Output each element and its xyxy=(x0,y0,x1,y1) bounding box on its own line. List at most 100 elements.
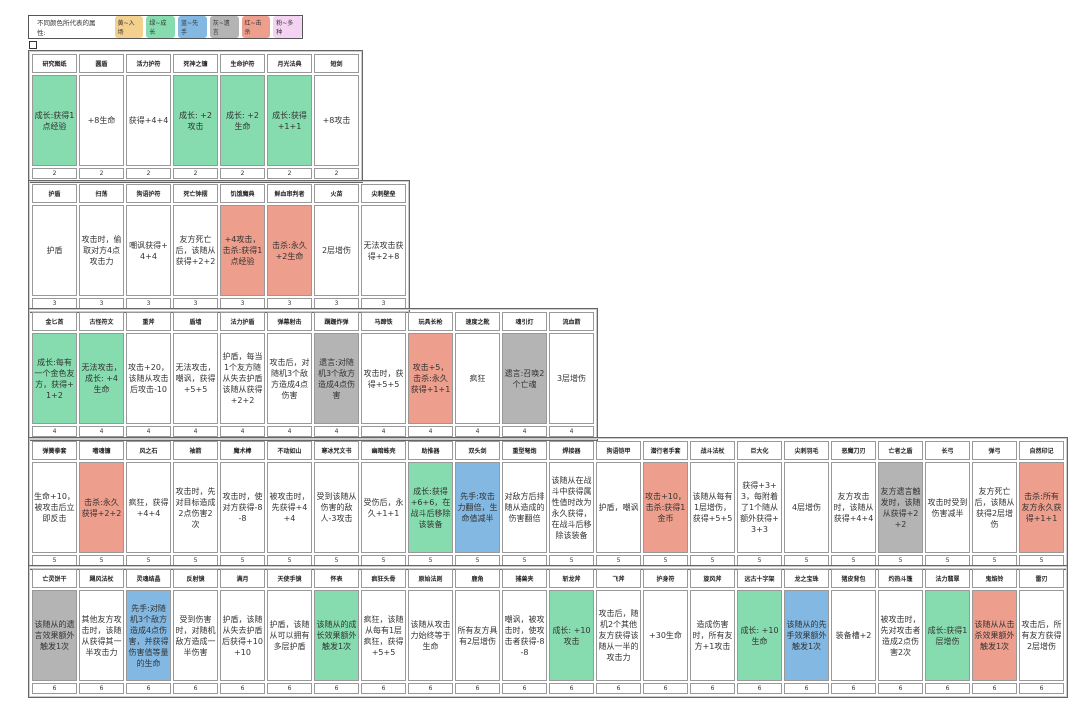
equipment-tier: 4 xyxy=(267,426,312,437)
equipment-card: 雷刃 攻击后，所有友方获得2层增伤 6 xyxy=(1019,569,1064,694)
equipment-effect: +8攻击 xyxy=(314,75,359,166)
equipment-tier: 2 xyxy=(32,168,77,179)
equipment-card: 弹簧拳套 生命+10，被攻击后立即反击 5 xyxy=(32,441,77,566)
equipment-card: 活力护符 获得+4+4 2 xyxy=(126,54,171,179)
equipment-tier: 6 xyxy=(596,683,641,694)
equipment-tier: 4 xyxy=(220,426,265,437)
equipment-effect: 攻击时，偷取对方4点攻击力 xyxy=(79,205,124,296)
equipment-effect: 所有友方具有2层增伤 xyxy=(455,590,500,681)
equipment-card: 速度之靴 疯狂 4 xyxy=(455,312,500,437)
equipment-card: 亡灵饼干 该随从的遗言效果额外触发1次 6 xyxy=(32,569,77,694)
equipment-effect: 攻击时，先对目标造成2点伤害2次 xyxy=(173,462,218,553)
equipment-effect: 受到伤害时，对随机敌方造成一半伤害 xyxy=(173,590,218,681)
equipment-card: 袖箭 攻击时，先对目标造成2点伤害2次 5 xyxy=(173,441,218,566)
equipment-name: 鬼焰铃 xyxy=(972,569,1017,588)
legend-chip: 红~击杀 xyxy=(241,16,271,38)
equipment-effect: 获得+3+3，每附着了1个随从额外获得+3+3 xyxy=(737,462,782,553)
equipment-card: 灵魂结晶 先手:对随机3个敌方造成4点伤害，并获得伤害值等量的生命 6 xyxy=(126,569,171,694)
equipment-card: 不动如山 被攻击时，先获得+4+4 5 xyxy=(267,441,312,566)
tier-6-group: 亡灵饼干 该随从的遗言效果额外触发1次 6 飓风法杖 其他友方攻击时，该随从获得其一半攻… xyxy=(28,565,1068,698)
equipment-effect: 攻击时，获得+5+5 xyxy=(361,333,406,424)
equipment-name: 蹒跚炸弹 xyxy=(314,312,359,331)
equipment-card: 满月 护盾，该随从失去护盾后获得+10+10 6 xyxy=(220,569,265,694)
equipment-card: 法力护盾 护盾，每当1个友方随从失去护盾该随从获得+2+2 4 xyxy=(220,312,265,437)
equipment-effect: 该随从从击杀效果额外触发1次 xyxy=(972,590,1017,681)
equipment-effect: 护盾，嘲讽 xyxy=(596,462,641,553)
equipment-name: 法力翡翠 xyxy=(925,569,970,588)
tier-2-group: 研究图纸 成长:获得1点经验 2 圆盾 +8生命 2 活力护符 获得+4+4 2 死神之镰 成长: … xyxy=(28,50,363,183)
equipment-effect: 其他友方攻击时，该随从获得其一半攻击力 xyxy=(79,590,124,681)
equipment-tier: 4 xyxy=(314,426,359,437)
equipment-name: 鹿角 xyxy=(455,569,500,588)
equipment-effect: 成长: +2生命 xyxy=(220,75,265,166)
equipment-effect: 被攻击时，先对攻击者造成2点伤害2次 xyxy=(878,590,923,681)
equipment-effect: 无法攻击，嘲讽，获得+5+5 xyxy=(173,333,218,424)
equipment-name: 捕兽夹 xyxy=(502,569,547,588)
equipment-card: 扫荡 攻击时，偷取对方4点攻击力 3 xyxy=(79,184,124,309)
equipment-card: 圆盾 +8生命 2 xyxy=(79,54,124,179)
equipment-card: 生命护符 成长: +2生命 2 xyxy=(220,54,265,179)
equipment-name: 潜行者手套 xyxy=(643,441,688,460)
equipment-card: 死神之镰 成长: +2攻击 2 xyxy=(173,54,218,179)
equipment-effect: 4层增伤 xyxy=(784,462,829,553)
equipment-tier: 6 xyxy=(502,683,547,694)
equipment-name: 焊接器 xyxy=(549,441,594,460)
equipment-effect: 被攻击时，先获得+4+4 xyxy=(267,462,312,553)
equipment-card: 研究图纸 成长:获得1点经验 2 xyxy=(32,54,77,179)
equipment-name: 玩具长枪 xyxy=(408,312,453,331)
equipment-tier: 2 xyxy=(126,168,171,179)
equipment-effect: 护盾，该随从失去护盾后获得+10+10 xyxy=(220,590,265,681)
equipment-tier: 2 xyxy=(267,168,312,179)
equipment-name: 猪皮背包 xyxy=(831,569,876,588)
equipment-name: 嗜魂镰 xyxy=(79,441,124,460)
equipment-tier: 6 xyxy=(455,683,500,694)
equipment-card: 寒冰咒文书 受到该随从伤害的敌人-3攻击 5 xyxy=(314,441,359,566)
equipment-card: 原始法则 该随从攻击力始终等于生命 6 xyxy=(408,569,453,694)
equipment-name: 满月 xyxy=(220,569,265,588)
equipment-tier: 6 xyxy=(314,683,359,694)
equipment-effect: 护盾，每当1个友方随从失去护盾该随从获得+2+2 xyxy=(220,333,265,424)
equipment-name: 旋风斧 xyxy=(690,569,735,588)
equipment-card: 嗜魂镰 击杀:永久获得+2+2 5 xyxy=(79,441,124,566)
equipment-effect: 疯狂，该随从每有1层疯狂，获得+5+5 xyxy=(361,590,406,681)
equipment-name: 疯狂头骨 xyxy=(361,569,406,588)
equipment-effect: 友方死亡后，该随从获得2层增伤 xyxy=(972,462,1017,553)
equipment-name: 月光法典 xyxy=(267,54,312,73)
equipment-effect: 击杀:所有友方永久获得+1+1 xyxy=(1019,462,1064,553)
equipment-tier: 6 xyxy=(549,683,594,694)
equipment-card: 疯狂头骨 疯狂，该随从每有1层疯狂，获得+5+5 6 xyxy=(361,569,406,694)
equipment-effect: +8生命 xyxy=(79,75,124,166)
equipment-name: 马蹄铁 xyxy=(361,312,406,331)
equipment-effect: 该随从的成长效果额外触发1次 xyxy=(314,590,359,681)
equipment-effect: 先手:攻击力翻倍，生命值减半 xyxy=(455,462,500,553)
equipment-name: 护盾 xyxy=(32,184,77,203)
equipment-effect: 生命+10，被攻击后立即反击 xyxy=(32,462,77,553)
equipment-effect: 击杀:永久+2生命 xyxy=(267,205,312,296)
tier-5-group: 弹簧拳套 生命+10，被攻击后立即反击 5 嗜魂镰 击杀:永久获得+2+2 5 风之石 疯狂，… xyxy=(28,437,1068,570)
equipment-name: 研究图纸 xyxy=(32,54,77,73)
equipment-card: 风之石 疯狂，获得+4+4 5 xyxy=(126,441,171,566)
equipment-name: 古怪符文 xyxy=(79,312,124,331)
equipment-name: 风之石 xyxy=(126,441,171,460)
equipment-effect: 攻击+10，击杀:获得1金币 xyxy=(643,462,688,553)
equipment-effect: 友方攻击时，该随从获得+4+4 xyxy=(831,462,876,553)
equipment-name: 狗语铠甲 xyxy=(596,441,641,460)
checkbox[interactable] xyxy=(29,41,37,49)
equipment-card: 巨大化 获得+3+3，每附着了1个随从额外获得+3+3 5 xyxy=(737,441,782,566)
equipment-effect: 攻击后，对随机3个敌方造成4点伤害 xyxy=(267,333,312,424)
legend-chip: 粉~多种 xyxy=(273,16,302,38)
equipment-tier: 4 xyxy=(173,426,218,437)
equipment-card: 短剑 +8攻击 2 xyxy=(314,54,359,179)
equipment-name: 幽暗蛛壳 xyxy=(361,441,406,460)
equipment-tier: 2 xyxy=(314,168,359,179)
equipment-card: 鲜血审判者 击杀:永久+2生命 3 xyxy=(267,184,312,309)
legend-chip: 灰~遗言 xyxy=(209,16,239,38)
equipment-name: 天使手镜 xyxy=(267,569,312,588)
equipment-name: 活力护符 xyxy=(126,54,171,73)
equipment-name: 流血箭 xyxy=(549,312,594,331)
equipment-card: 捕兽夹 嘲讽，被攻击时，使攻击者获得-8-8 6 xyxy=(502,569,547,694)
equipment-effect: 攻击后，随机2个其他友方获得该随从一半的攻击力 xyxy=(596,590,641,681)
equipment-effect: 嘲讽获得+4+4 xyxy=(126,205,171,296)
tier-4-group: 金匕首 成长:每有一个金色友方，获得+1+2 4 古怪符文 无法攻击，成长: +4生命 4… xyxy=(28,308,598,441)
equipment-tier: 2 xyxy=(173,168,218,179)
